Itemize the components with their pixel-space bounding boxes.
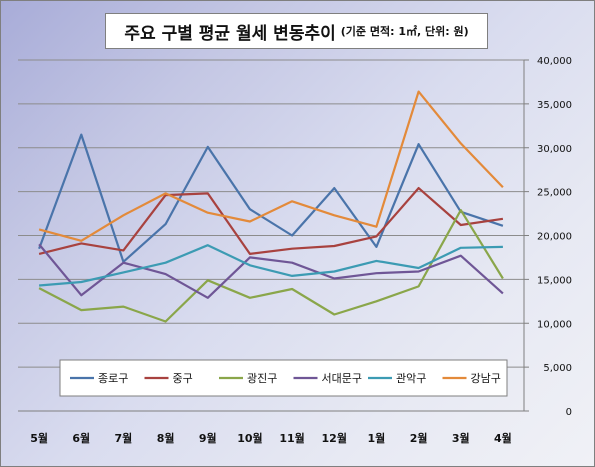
y-tick-label: 15,000	[537, 275, 572, 286]
y-tick-label: 10,000	[537, 319, 572, 330]
x-tick-label: 8월	[157, 431, 175, 445]
x-tick-label: 1월	[368, 431, 386, 445]
legend-label: 중구	[173, 372, 193, 385]
legend-label: 서대문구	[322, 372, 362, 385]
series-line	[38, 133, 504, 263]
y-tick-label: 25,000	[537, 188, 572, 199]
y-tick-label: 0	[566, 407, 572, 418]
x-tick-label: 5월	[30, 431, 48, 445]
legend-label: 강남구	[471, 372, 501, 385]
series-line	[38, 209, 504, 323]
y-tick-label: 35,000	[537, 100, 572, 111]
x-tick-label: 6월	[72, 431, 90, 445]
y-tick-label: 5,000	[543, 363, 572, 374]
series-line	[38, 187, 504, 255]
chart-subtitle: (기준 면적: 1㎡, 단위: 원)	[340, 25, 469, 38]
legend-label: 종로구	[98, 372, 128, 385]
series-line	[38, 243, 504, 299]
x-tick-label: 7월	[115, 431, 133, 445]
x-tick-label: 4월	[494, 431, 512, 445]
x-tick-label: 12월	[322, 431, 347, 445]
series-line	[39, 244, 503, 287]
x-tick-label: 9월	[199, 431, 217, 445]
legend-box	[59, 359, 508, 397]
series-line	[38, 90, 504, 242]
legend-label: 광진구	[247, 372, 277, 385]
chart-title: 주요 구별 평균 월세 변동추이	[124, 23, 336, 44]
y-tick-label: 40,000	[537, 56, 572, 67]
x-tick-label: 10월	[237, 431, 262, 445]
y-tick-label: 20,000	[537, 232, 572, 243]
legend-label: 관악구	[396, 372, 426, 385]
y-tick-label: 30,000	[537, 144, 572, 155]
x-tick-label: 3월	[452, 431, 470, 445]
x-tick-label: 2월	[410, 431, 428, 445]
chart-title-box: 주요 구별 평균 월세 변동추이 (기준 면적: 1㎡, 단위: 원)	[105, 13, 488, 49]
x-tick-label: 11월	[279, 431, 304, 445]
